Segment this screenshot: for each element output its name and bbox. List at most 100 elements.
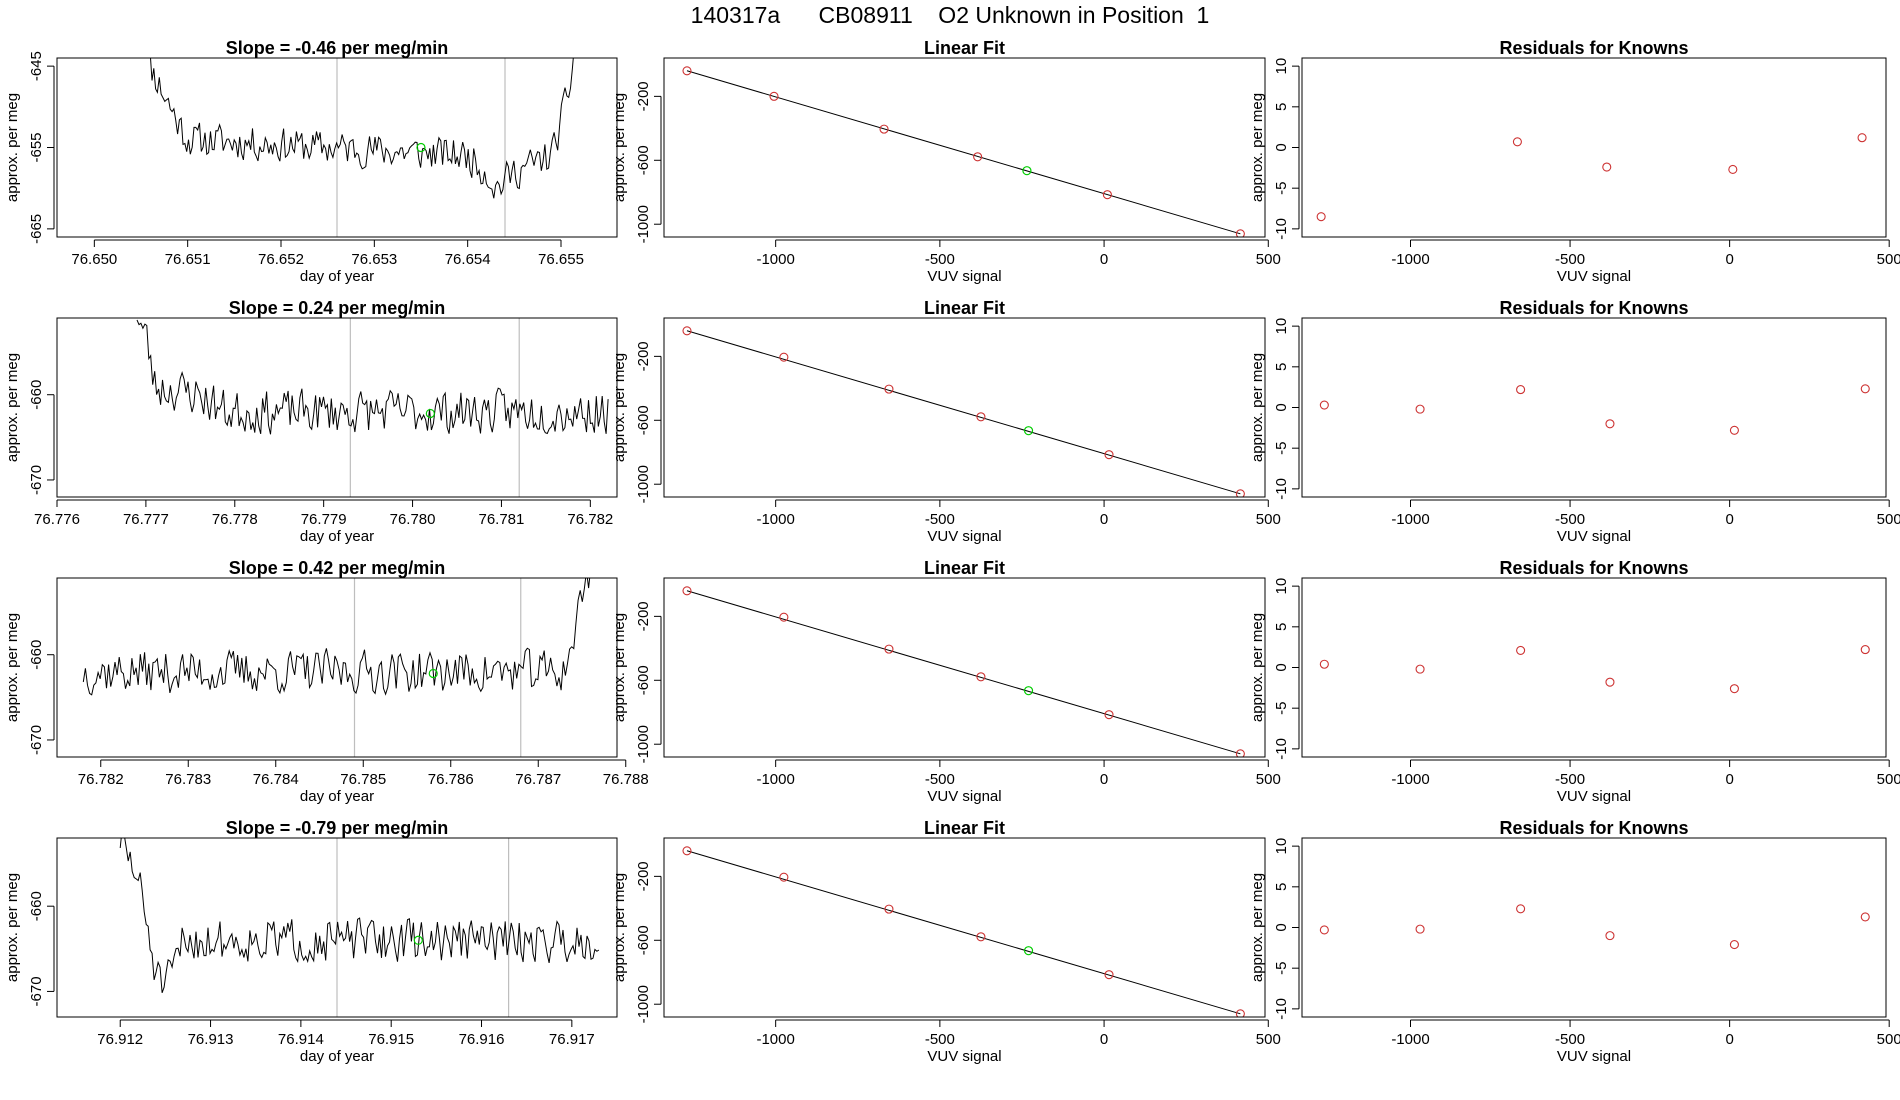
y-tick-label: 10	[1273, 318, 1290, 335]
page-title: 140317a CB08911 O2 Unknown in Position 1	[690, 2, 1210, 28]
y-axis-label: approx. per meg	[4, 613, 21, 722]
x-tick-label: 76.783	[165, 771, 211, 788]
known-point-marker	[879, 124, 889, 134]
x-tick-label: 76.651	[165, 251, 211, 268]
unknown-point-marker	[428, 668, 438, 679]
chart-data-layer	[136, 318, 609, 497]
known-point-marker	[1728, 164, 1738, 175]
y-tick-label: -10	[1273, 478, 1290, 500]
y-axis-label: approx. per meg	[4, 353, 21, 462]
x-tick-label: 76.654	[445, 251, 491, 268]
y-tick-label: -655	[28, 132, 45, 162]
y-tick-label: 0	[1273, 663, 1290, 671]
x-tick-label: 0	[1100, 251, 1108, 268]
x-tick-label: 76.781	[478, 511, 524, 528]
known-point-marker	[1605, 931, 1615, 941]
y-tick-label: -200	[635, 601, 652, 631]
known-point-marker	[1512, 137, 1522, 147]
plot-frame	[56, 837, 618, 1018]
x-axis-label: VUV signal	[927, 1048, 1001, 1065]
y-tick-label: 5	[1273, 623, 1290, 631]
chart-panel-r4-c1: Slope = -0.79 per meg/min 76.912 76.913 76.…	[4, 818, 618, 1065]
plot-frame	[1301, 57, 1887, 238]
x-tick-label: 0	[1725, 771, 1733, 788]
y-tick-label: 5	[1273, 103, 1290, 111]
chart-data-layer	[150, 58, 574, 237]
known-point-marker	[1319, 659, 1329, 669]
x-axis-label: day of year	[300, 528, 374, 545]
x-tick-label: 76.655	[538, 251, 584, 268]
unknown-point-marker	[1023, 686, 1034, 696]
unknown-point-marker	[413, 935, 423, 945]
x-tick-label: -1000	[1391, 511, 1429, 528]
known-point-marker	[682, 326, 692, 336]
y-tick-label: -600	[635, 925, 652, 955]
y-axis-label: approx. per meg	[1249, 873, 1266, 982]
chart-panel-r3-c2: Linear Fit -1000 -500 0 500 VUV signal -200 -60…	[611, 558, 1281, 805]
x-tick-label: 500	[1256, 1031, 1281, 1048]
known-point-marker	[1235, 749, 1245, 757]
fit-line	[686, 330, 1241, 495]
data-trace-line	[136, 319, 609, 435]
x-tick-label: 76.782	[78, 771, 124, 788]
x-tick-label: -1000	[756, 251, 794, 268]
y-axis-label: approx. per meg	[611, 353, 628, 462]
x-tick-label: 76.653	[351, 251, 397, 268]
chart-panel-r1-c3: Residuals for Knowns -1000 -500 0 500 VUV sig…	[1249, 38, 1900, 285]
unknown-point-marker	[416, 142, 426, 153]
known-point-marker	[1516, 645, 1526, 655]
y-tick-label: -670	[28, 465, 45, 495]
known-point-marker	[1104, 970, 1114, 980]
chart-title: Linear Fit	[924, 818, 1005, 838]
x-tick-label: 76.916	[459, 1031, 505, 1048]
x-tick-label: 76.914	[278, 1031, 324, 1048]
y-axis-label: approx. per meg	[1249, 93, 1266, 202]
chart-title: Residuals for Knowns	[1499, 298, 1688, 318]
chart-title: Slope = -0.46 per meg/min	[226, 38, 449, 58]
y-axis-label: approx. per meg	[611, 873, 628, 982]
y-tick-label: -645	[28, 51, 45, 81]
y-axis-label: approx. per meg	[611, 613, 628, 722]
data-trace-line	[82, 578, 591, 696]
plot-frame	[663, 317, 1266, 498]
x-tick-label: -1000	[1391, 1031, 1429, 1048]
y-tick-label: -665	[28, 214, 45, 244]
known-point-marker	[1857, 133, 1867, 143]
chart-title: Residuals for Knowns	[1499, 38, 1688, 58]
x-axis-label: VUV signal	[927, 528, 1001, 545]
x-axis-label: day of year	[300, 268, 374, 285]
known-point-marker	[884, 644, 894, 654]
x-tick-label: 76.913	[188, 1031, 234, 1048]
x-tick-label: 500	[1877, 511, 1900, 528]
x-tick-label: 76.785	[340, 771, 386, 788]
y-tick-label: -670	[28, 976, 45, 1006]
y-tick-label: -1000	[635, 465, 652, 503]
plot-frame	[56, 57, 618, 238]
x-tick-label: -500	[1555, 251, 1585, 268]
known-point-marker	[779, 352, 789, 362]
y-tick-label: -5	[1273, 962, 1290, 975]
known-point-marker	[884, 384, 894, 394]
chart-panel-r2-c3: Residuals for Knowns -1000 -500 0 500 VUV sig…	[1249, 298, 1900, 545]
y-tick-label: -600	[635, 405, 652, 435]
chart-panel-r3-c1: Slope = 0.42 per meg/min 76.782 76.783 76.7…	[4, 558, 649, 805]
known-point-marker	[1104, 710, 1114, 720]
x-tick-label: 76.780	[390, 511, 436, 528]
chart-data-layer	[1319, 904, 1870, 950]
chart-panel-r4-c3: Residuals for Knowns -1000 -500 0 500 VUV sig…	[1249, 818, 1900, 1065]
x-tick-label: -500	[925, 771, 955, 788]
y-tick-label: -660	[28, 640, 45, 670]
chart-data-layer	[1316, 133, 1867, 222]
known-point-marker	[1316, 212, 1326, 222]
plot-frame	[663, 837, 1266, 1018]
y-axis-label: approx. per meg	[4, 873, 21, 982]
x-tick-label: 0	[1100, 511, 1108, 528]
plot-frame	[56, 317, 618, 498]
unknown-point-marker	[1022, 166, 1032, 176]
x-tick-label: 500	[1256, 511, 1281, 528]
known-point-marker	[682, 66, 692, 76]
y-tick-label: -1000	[635, 205, 652, 243]
y-tick-label: 10	[1273, 58, 1290, 75]
y-tick-label: -660	[28, 380, 45, 410]
